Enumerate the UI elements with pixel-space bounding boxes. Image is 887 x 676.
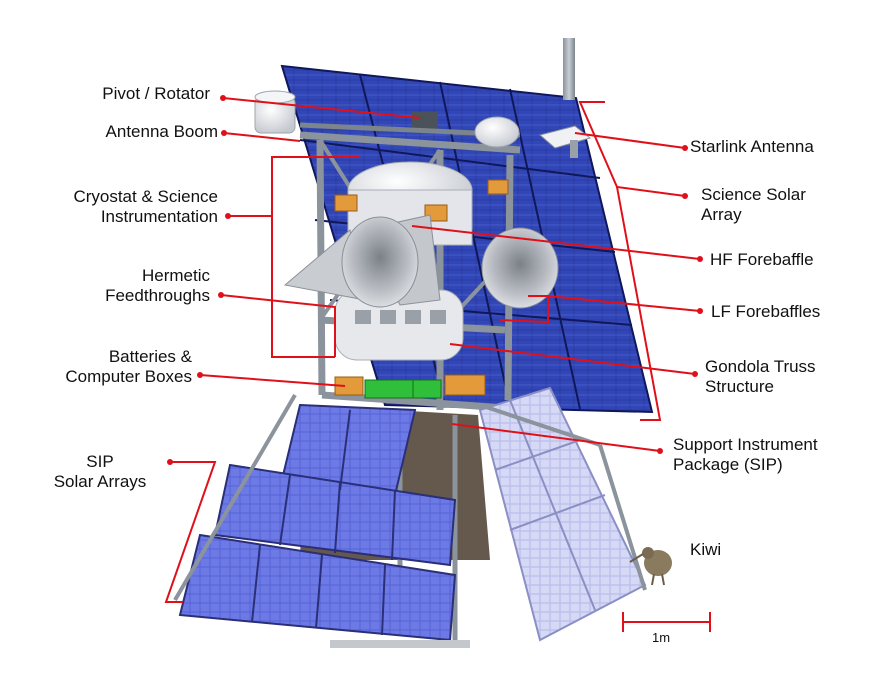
label-sip: Support Instrument Package (SIP) (673, 435, 818, 475)
label-science-solar-line1: Science Solar (701, 185, 806, 204)
label-hf-forebaffle-text: HF Forebaffle (710, 250, 814, 269)
label-kiwi: Kiwi (690, 540, 721, 560)
mast (563, 38, 575, 100)
scale-bar-label-text: 1m (652, 630, 671, 645)
label-sip-line1: Support Instrument (673, 435, 818, 454)
label-antenna-boom-text: Antenna Boom (105, 122, 218, 141)
label-science-solar-line2: Array (701, 205, 742, 224)
sip-solar-array-left (178, 403, 457, 642)
label-sip-arrays: SIP Solar Arrays (40, 452, 160, 492)
label-gondola-truss: Gondola Truss Structure (705, 357, 816, 397)
label-cryostat: Cryostat & Science Instrumentation (20, 187, 218, 227)
label-hermetic-line2: Feedthroughs (105, 286, 210, 305)
label-science-solar: Science Solar Array (701, 185, 806, 225)
scale-bar-label: 1m (652, 628, 670, 648)
label-batteries-line1: Batteries & (108, 347, 192, 366)
cryostat (334, 161, 473, 361)
label-batteries: Batteries & Computer Boxes (40, 347, 192, 387)
kiwi-icon (629, 547, 672, 586)
label-sip-arrays-line1: SIP (86, 452, 114, 471)
label-batteries-line2: Computer Boxes (65, 367, 192, 386)
leader-dots (167, 95, 703, 465)
label-antenna-boom: Antenna Boom (40, 122, 218, 142)
label-lf-forebaffles: LF Forebaffles (711, 302, 820, 322)
ground-base (330, 640, 470, 648)
label-cryostat-line1: Cryostat & Science (73, 187, 218, 206)
label-pivot-rotator: Pivot / Rotator (40, 84, 210, 104)
label-lf-forebaffles-text: LF Forebaffles (711, 302, 821, 321)
radome-dome (474, 116, 520, 148)
label-kiwi-text: Kiwi (690, 540, 722, 559)
starlink-antenna (538, 125, 592, 158)
label-hermetic-line1: Hermetic (141, 266, 210, 285)
leader-lines (164, 97, 711, 632)
label-pivot-rotator-text: Pivot / Rotator (102, 84, 210, 103)
sip-solar-array-right (478, 386, 647, 642)
label-sip-line2: Package (SIP) (673, 455, 783, 474)
label-cryostat-line2: Instrumentation (100, 207, 218, 226)
label-gondola-truss-line1: Gondola Truss (705, 357, 816, 376)
label-starlink-text: Starlink Antenna (690, 137, 814, 156)
label-starlink: Starlink Antenna (690, 137, 814, 157)
label-gondola-truss-line2: Structure (705, 377, 774, 396)
label-sip-arrays-line2: Solar Arrays (53, 472, 147, 491)
label-hf-forebaffle: HF Forebaffle (710, 250, 814, 270)
label-hermetic: Hermetic Feedthroughs (60, 266, 210, 306)
sip-array-frame (173, 393, 647, 602)
battery-boxes (334, 374, 486, 399)
hf-forebaffle (341, 214, 441, 308)
antenna-boom-dome (254, 90, 296, 134)
